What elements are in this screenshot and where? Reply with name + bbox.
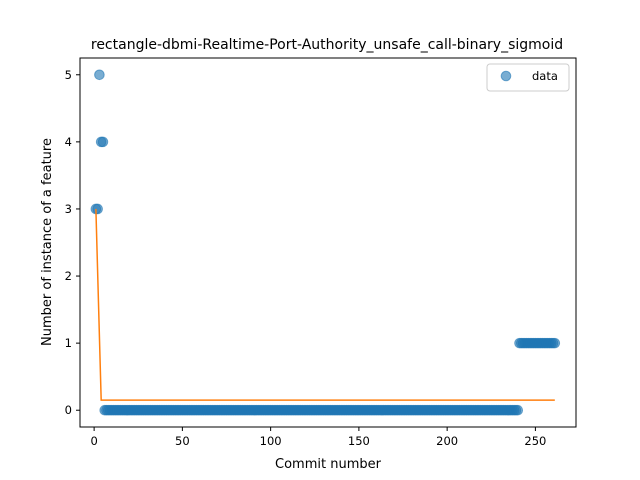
chart-title: rectangle-dbmi-Realtime-Port-Authority_u… bbox=[91, 37, 563, 53]
plot-frame bbox=[79, 57, 577, 428]
data-points bbox=[90, 69, 561, 416]
x-tick-label: 100 bbox=[260, 434, 282, 448]
y-tick-label: 3 bbox=[65, 202, 72, 216]
x-axis-label: Commit number bbox=[275, 457, 382, 472]
x-tick-label: 50 bbox=[175, 434, 190, 448]
legend-marker-data bbox=[500, 70, 512, 82]
legend: data bbox=[486, 63, 570, 92]
y-tick-label: 4 bbox=[65, 135, 72, 149]
y-tick-label: 0 bbox=[65, 403, 72, 417]
y-axis-label: Number of instance of a feature bbox=[40, 138, 55, 346]
x-tick-label: 200 bbox=[436, 434, 458, 448]
data-point bbox=[549, 337, 561, 349]
y-tick-label: 5 bbox=[65, 68, 72, 82]
y-axis: 0 1 2 3 4 5 bbox=[65, 68, 80, 417]
legend-box bbox=[486, 63, 570, 92]
y-tick-label: 2 bbox=[65, 269, 72, 283]
legend-label-data: data bbox=[532, 69, 558, 83]
fit-line bbox=[95, 208, 555, 401]
x-tick-label: 250 bbox=[524, 434, 546, 448]
data-point bbox=[512, 404, 524, 416]
x-axis: 0 50 100 150 200 250 bbox=[90, 427, 546, 448]
data-point bbox=[94, 69, 105, 81]
x-tick-label: 0 bbox=[90, 434, 97, 448]
x-tick-label: 150 bbox=[348, 434, 370, 448]
y-tick-label: 1 bbox=[65, 336, 72, 350]
data-point bbox=[97, 136, 109, 148]
data-point bbox=[92, 203, 103, 215]
fit-line-group bbox=[95, 208, 555, 401]
